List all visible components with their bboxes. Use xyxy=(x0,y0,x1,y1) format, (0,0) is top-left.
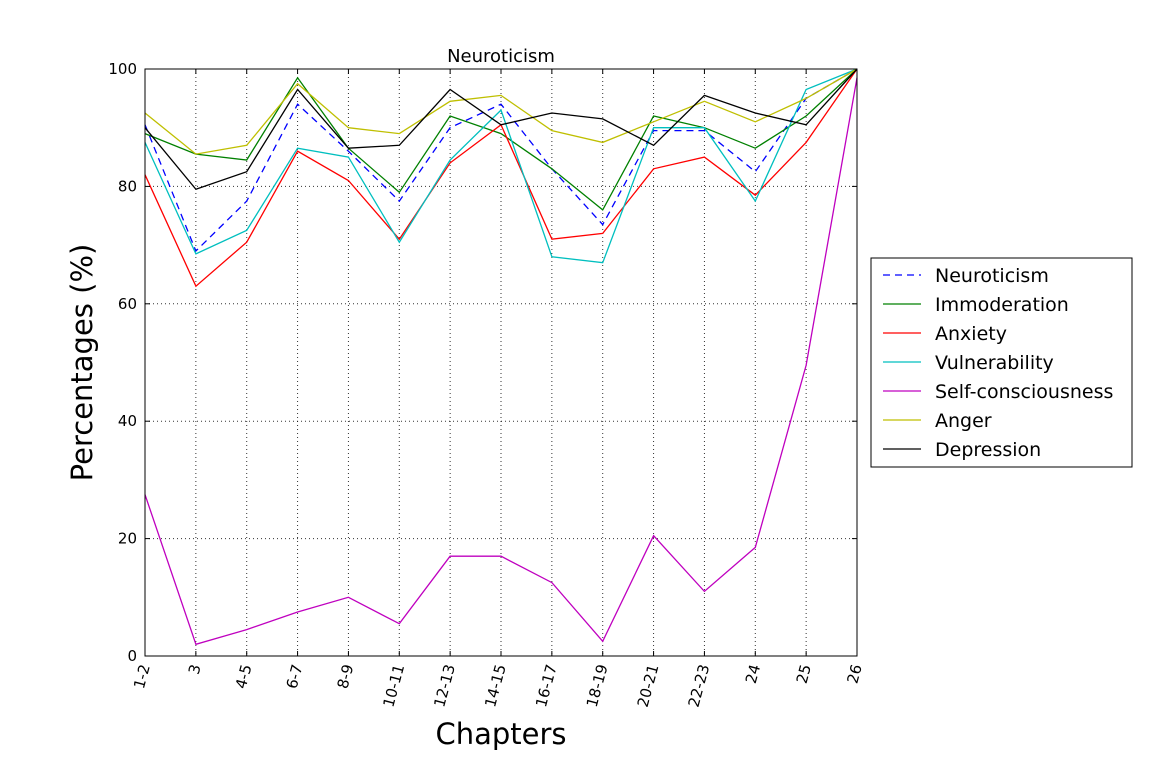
y-tick-label: 60 xyxy=(118,295,137,313)
series-line-depression xyxy=(144,68,858,191)
y-tick-label: 40 xyxy=(118,412,137,430)
legend-label: Anxiety xyxy=(935,323,1007,345)
legend-label: Neuroticism xyxy=(935,265,1049,287)
series-line-neuroticism xyxy=(144,68,858,253)
legend-label: Depression xyxy=(935,439,1041,461)
series-line-immoderation xyxy=(144,68,858,211)
x-tick-label: 18-19 xyxy=(583,662,612,709)
x-tick-label: 20-21 xyxy=(634,662,663,709)
x-tick-label: 10-11 xyxy=(379,662,408,709)
x-tick-label: 22-23 xyxy=(685,662,714,709)
x-tick-label: 8-9 xyxy=(334,662,358,690)
series-line-anger xyxy=(144,68,858,155)
series-lines xyxy=(144,68,858,646)
legend-label: Immoderation xyxy=(935,294,1069,316)
legend-label: Anger xyxy=(935,410,992,432)
x-tick-label: 26 xyxy=(844,662,866,685)
x-tick-label: 24 xyxy=(742,662,764,685)
legend-label: Vulnerability xyxy=(935,352,1054,374)
y-axis-title: Percentages (%) xyxy=(65,244,99,482)
legend-label: Self-consciousness xyxy=(935,381,1113,403)
y-tick-label: 100 xyxy=(108,60,137,78)
x-tick-label: 3 xyxy=(185,662,205,676)
x-tick-label: 6-7 xyxy=(283,662,307,690)
x-tick-label: 25 xyxy=(793,662,815,685)
x-tick-label: 4-5 xyxy=(232,662,256,690)
y-tick-label: 80 xyxy=(118,177,137,195)
legend: Neuroticism Immoderation Anxiety Vulnerabil… xyxy=(870,257,1133,468)
x-tick-label: 14-15 xyxy=(481,662,510,709)
grid-lines xyxy=(145,69,857,656)
series-line-vulnerability xyxy=(144,68,858,264)
x-tick-label: 16-17 xyxy=(532,662,561,709)
x-axis-ticks: 1-2 3 4-5 6-7 8-9 10-11 12-13 14-15 16-17 18-19 20… xyxy=(130,69,866,709)
y-tick-label: 0 xyxy=(127,647,137,665)
x-axis-title: Chapters xyxy=(435,717,566,751)
y-axis-ticks: 0 20 40 60 80 100 xyxy=(108,60,857,665)
x-tick-label: 12-13 xyxy=(430,662,459,709)
series-line-self-consciousness xyxy=(144,77,858,646)
y-tick-label: 20 xyxy=(118,530,137,548)
chart-title: Neuroticism xyxy=(447,46,555,67)
x-tick-label: 1-2 xyxy=(130,662,154,690)
